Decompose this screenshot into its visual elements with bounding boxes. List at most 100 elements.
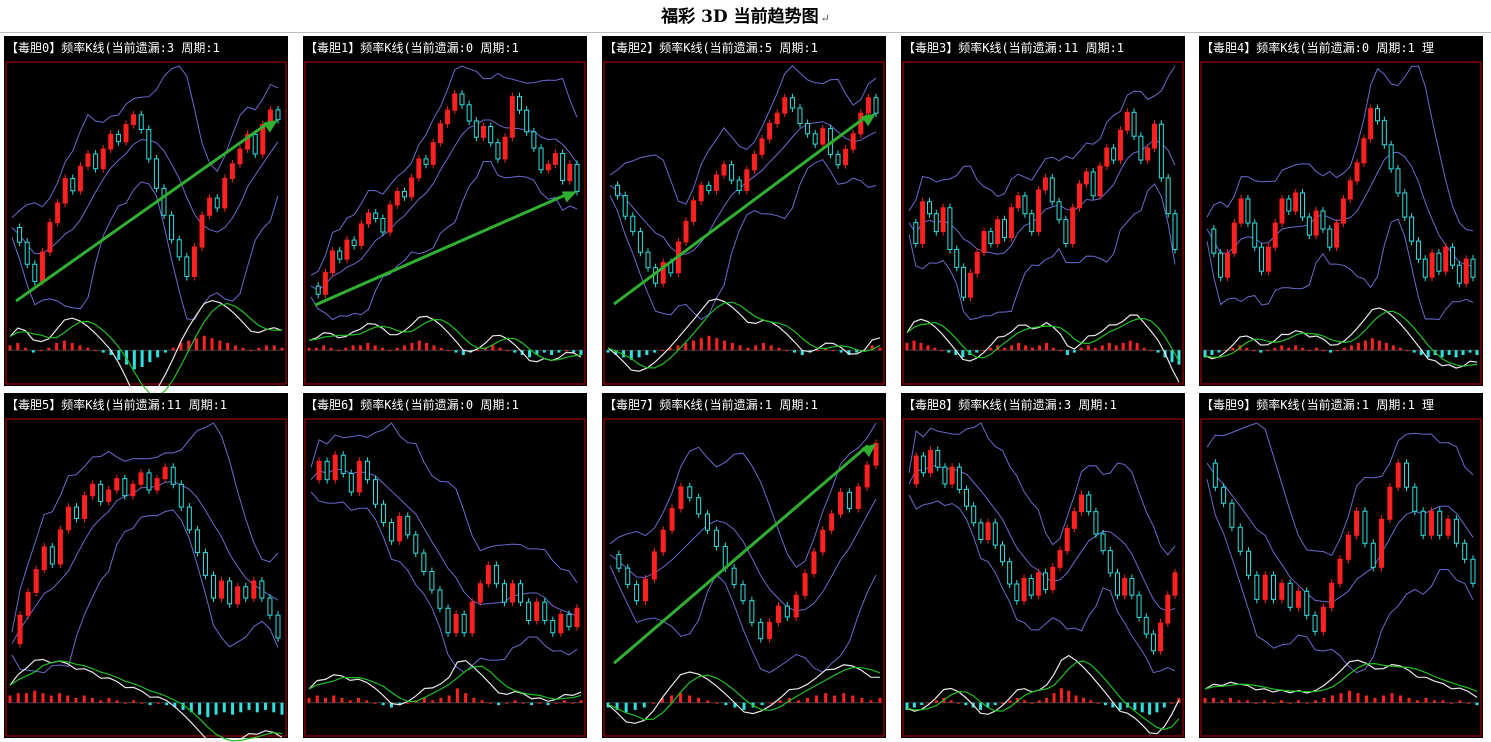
candle — [1001, 219, 1007, 239]
macd-slow-line — [906, 660, 1180, 731]
candle — [534, 601, 540, 622]
macd-bar — [439, 697, 443, 703]
candle — [1221, 486, 1227, 504]
chart-panel-3: 【毒胆3】频率K线(当前遗漏:11 周期:1 — [901, 36, 1185, 386]
candle — [811, 551, 817, 575]
macd-bar — [878, 697, 882, 703]
macd-bar — [1133, 702, 1137, 710]
macd-bar — [464, 693, 468, 703]
macd-bar — [1339, 693, 1343, 703]
macd-bar — [572, 350, 576, 353]
macd-bar — [1203, 350, 1207, 358]
panel-frame — [1200, 418, 1482, 737]
macd-bar — [538, 702, 542, 704]
candle — [332, 454, 338, 481]
candle — [453, 613, 459, 634]
macd-bar — [1377, 340, 1381, 351]
macd-bar — [679, 693, 683, 703]
candle — [933, 213, 939, 233]
candle — [696, 497, 702, 515]
candle — [495, 142, 501, 160]
macd-bar — [1245, 347, 1249, 351]
candle — [1453, 518, 1459, 544]
macd-bar — [488, 702, 492, 704]
macd-bar — [1052, 693, 1056, 703]
macd-bar — [472, 697, 476, 703]
macd-bar — [322, 345, 326, 351]
macd-bar — [1370, 338, 1374, 351]
macd-bar — [777, 347, 781, 351]
macd-bar — [1441, 700, 1445, 703]
candle — [843, 148, 849, 166]
candle — [1093, 511, 1099, 535]
macd-bar — [1280, 345, 1284, 351]
macd-bar — [1322, 350, 1326, 352]
candle — [1043, 572, 1049, 591]
macd-bar — [417, 340, 421, 351]
candle — [729, 164, 735, 181]
candle — [17, 614, 23, 645]
band-lower — [609, 565, 877, 674]
candle — [430, 142, 436, 165]
macd-bar — [1273, 347, 1277, 351]
macd-bar — [1416, 700, 1419, 703]
candle — [252, 133, 258, 155]
macd-bar — [1001, 702, 1005, 704]
macd-bar — [332, 695, 336, 703]
macd-bar — [33, 690, 37, 703]
candle — [1218, 252, 1224, 278]
macd-bar — [738, 345, 742, 351]
candle — [459, 93, 465, 106]
macd-bar — [920, 702, 924, 706]
macd-bar — [1128, 340, 1132, 351]
candle — [1022, 195, 1028, 215]
macd-bar — [1118, 702, 1122, 710]
macd-bar — [86, 347, 90, 351]
candle — [131, 114, 137, 126]
macd-bar — [1266, 350, 1270, 352]
panel-background — [901, 393, 1185, 738]
candle — [630, 215, 636, 233]
macd-bar — [1023, 700, 1027, 703]
candle — [793, 594, 799, 618]
title-divider — [0, 32, 1491, 33]
candle — [1395, 168, 1401, 194]
macd-bar — [1287, 347, 1291, 351]
candle — [873, 442, 879, 466]
macd-bar — [1301, 347, 1305, 351]
candle — [322, 272, 328, 295]
band-upper — [1206, 65, 1474, 232]
macd-bar — [1461, 350, 1465, 355]
candle — [744, 169, 750, 191]
band-upper — [1206, 422, 1474, 557]
macd-bar — [1399, 695, 1402, 703]
candle — [731, 567, 737, 585]
candle — [1443, 246, 1449, 272]
macd-bar — [1254, 702, 1258, 704]
macd-bar — [257, 347, 261, 351]
macd-bar — [498, 347, 502, 351]
macd-bar — [454, 350, 458, 353]
macd-bar — [824, 693, 828, 703]
candle — [82, 495, 88, 519]
candle — [789, 97, 795, 109]
macd-bar — [505, 350, 509, 352]
macd-bar — [785, 350, 789, 352]
macd-bar — [1349, 345, 1353, 351]
macd-bar — [956, 702, 960, 704]
macd-bar — [336, 350, 340, 352]
macd-bar — [1356, 693, 1360, 703]
macd-bar — [660, 697, 664, 703]
candle — [70, 177, 76, 192]
candle — [358, 223, 364, 247]
macd-bar — [571, 702, 575, 704]
macd-fast-line — [1204, 307, 1478, 369]
macd-bar — [123, 702, 127, 704]
candle — [330, 250, 336, 274]
candle — [337, 250, 343, 260]
macd-slow-line — [308, 665, 582, 703]
candle — [344, 239, 350, 260]
macd-bar — [521, 702, 525, 704]
candle — [1211, 228, 1217, 254]
macd-bar — [715, 338, 719, 351]
